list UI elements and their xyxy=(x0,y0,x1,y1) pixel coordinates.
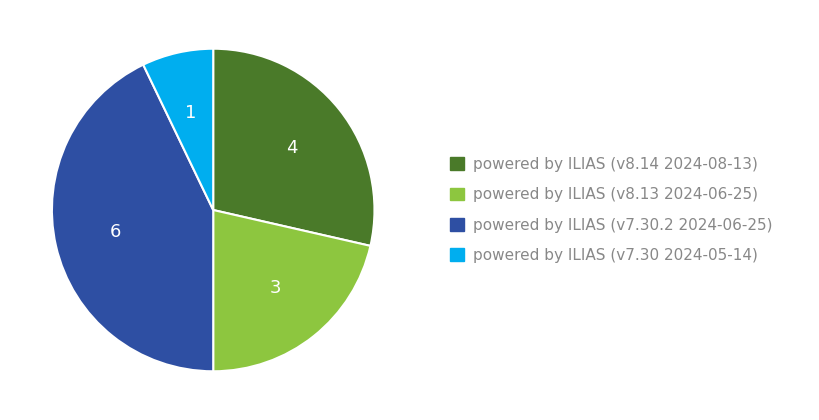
Text: 6: 6 xyxy=(110,223,121,241)
Text: 4: 4 xyxy=(285,139,296,157)
Wedge shape xyxy=(52,65,213,371)
Text: 3: 3 xyxy=(269,279,281,297)
Wedge shape xyxy=(143,49,213,210)
Text: 1: 1 xyxy=(185,103,197,121)
Wedge shape xyxy=(213,210,370,371)
Legend: powered by ILIAS (v8.14 2024-08-13), powered by ILIAS (v8.13 2024-06-25), powere: powered by ILIAS (v8.14 2024-08-13), pow… xyxy=(441,150,779,270)
Wedge shape xyxy=(213,49,374,246)
